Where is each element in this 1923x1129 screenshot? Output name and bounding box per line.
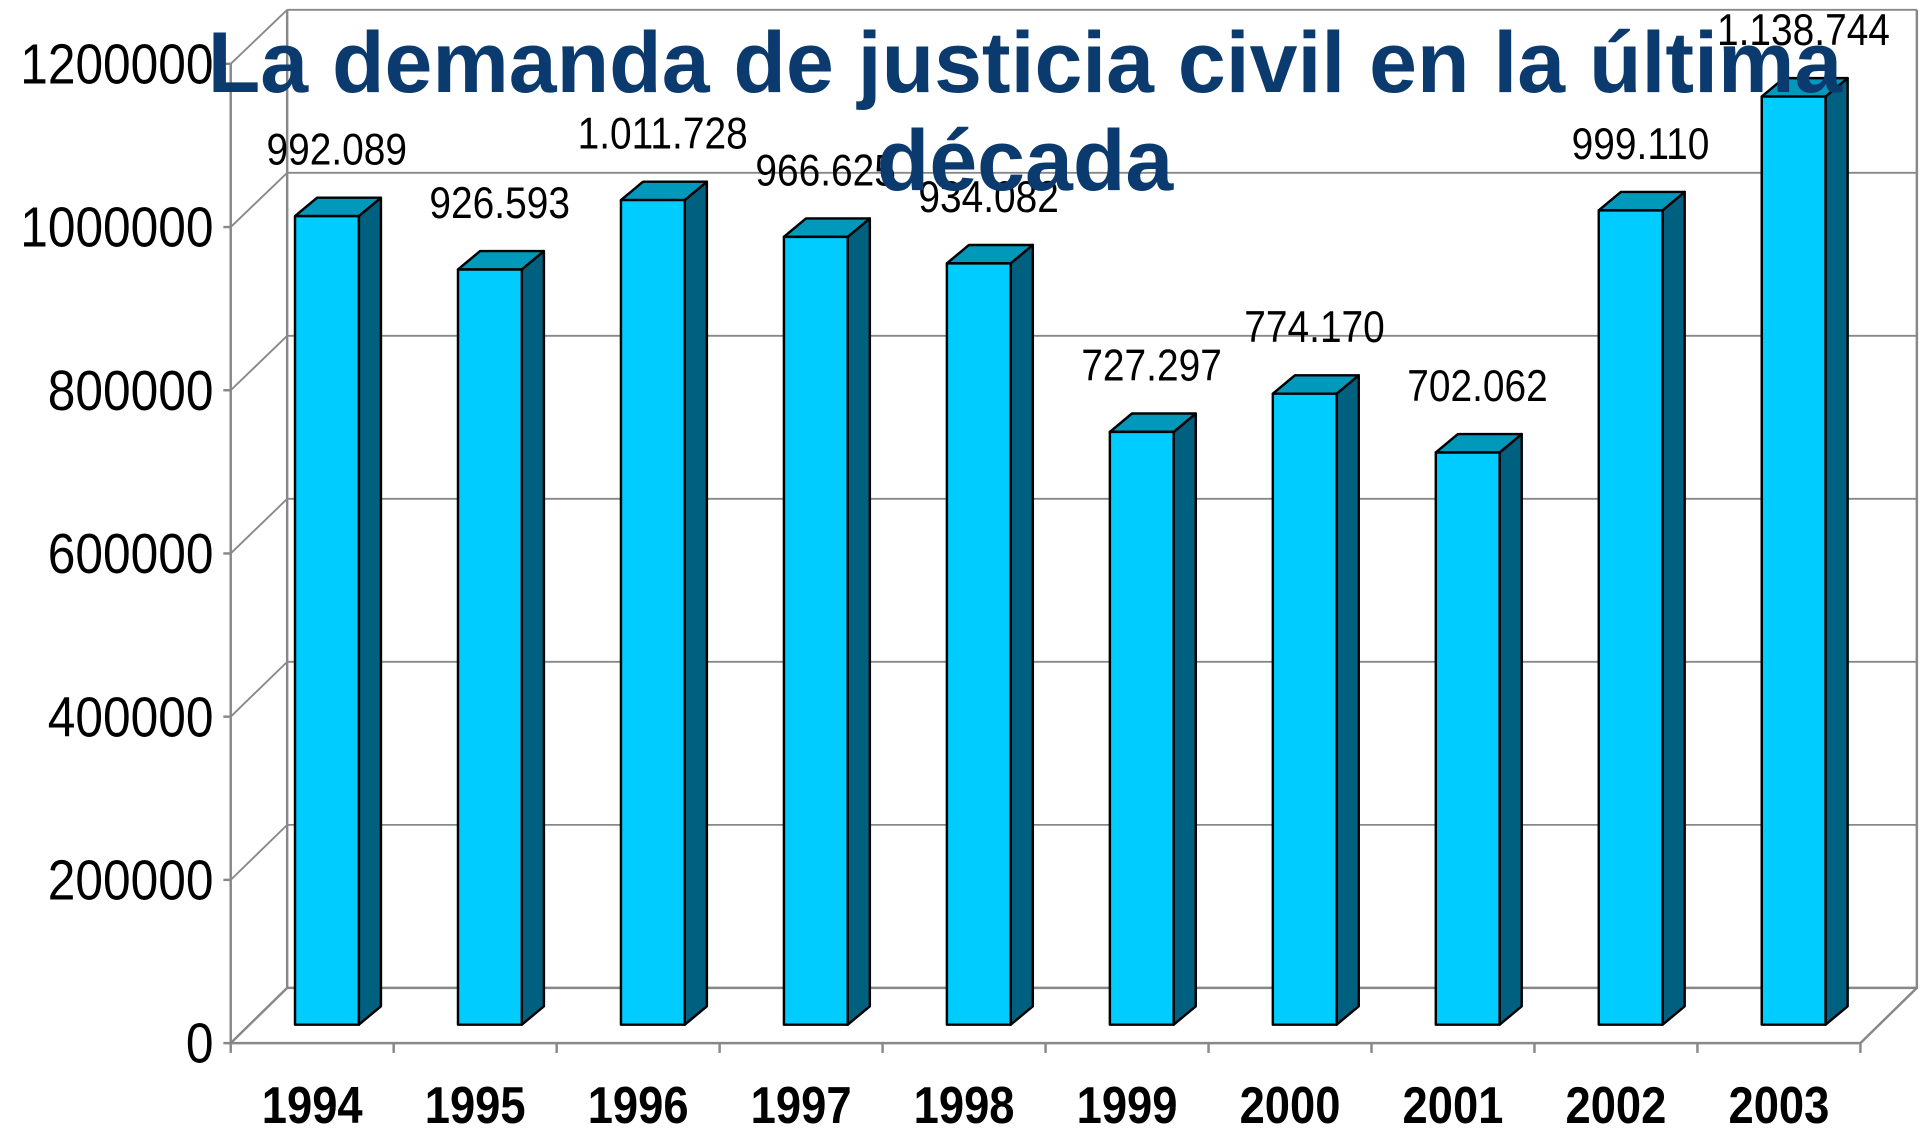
y-tick-label: 1200000 [20, 34, 213, 97]
data-label: 934.082 [918, 171, 1059, 221]
x-tick-label: 1995 [425, 1077, 526, 1129]
y-tick-label: 400000 [48, 686, 214, 749]
y-tick-label: 1000000 [20, 197, 213, 260]
grid-slant [230, 498, 288, 555]
y-tick-label: 800000 [48, 360, 214, 423]
bar-side [683, 180, 709, 1026]
x-tick-label: 2002 [1566, 1077, 1667, 1129]
bar [1108, 430, 1175, 1026]
bar-side [846, 217, 872, 1026]
x-tick-label: 2003 [1728, 1077, 1829, 1129]
grid-slant [230, 824, 288, 881]
bar [293, 214, 361, 1026]
bar [945, 262, 1012, 1026]
bar [1434, 451, 1501, 1026]
data-label: 999.110 [1572, 118, 1710, 168]
bar-side [1661, 190, 1686, 1026]
grid-slant [230, 172, 288, 228]
bar [619, 198, 686, 1026]
bar-side [520, 249, 546, 1026]
y-tick-label: 0 [186, 1013, 214, 1076]
x-tick-label: 1996 [588, 1077, 689, 1129]
y-tick-label: 200000 [48, 850, 214, 913]
x-tick-label: 1994 [262, 1077, 363, 1129]
x-tick-label: 2000 [1240, 1077, 1341, 1129]
data-label: 1.138.744 [1717, 5, 1890, 55]
bar [1760, 95, 1827, 1026]
bar-side [1172, 412, 1197, 1026]
data-label: 926.593 [429, 178, 570, 228]
bar [1597, 209, 1664, 1026]
data-label: 966.625 [755, 145, 896, 195]
x-tick-label: 2001 [1403, 1077, 1504, 1129]
x-tick-label: 1998 [914, 1077, 1015, 1129]
data-label: 774.170 [1244, 302, 1385, 352]
bar-side [1498, 432, 1523, 1026]
x-tick-label: 1999 [1077, 1077, 1178, 1129]
bar-side [1009, 243, 1035, 1026]
bar [1271, 392, 1338, 1026]
grid-slant [230, 987, 288, 1044]
data-label: 992.089 [266, 124, 407, 174]
bar-side [1335, 374, 1360, 1026]
grid-slant [230, 661, 288, 718]
y-tick-label: 600000 [48, 523, 214, 586]
grid-slant [230, 9, 288, 65]
grid-slant [230, 335, 288, 391]
data-label: 702.062 [1407, 361, 1548, 411]
x-tick-label: 1997 [751, 1077, 852, 1129]
bar-side [1824, 76, 1849, 1026]
chart-title: La demanda de justicia civil en la últim… [207, 15, 1843, 209]
bar-side [357, 196, 383, 1026]
bar [456, 268, 524, 1026]
data-label: 1.011.728 [578, 108, 748, 158]
data-label: 727.297 [1081, 340, 1222, 390]
bar [782, 235, 849, 1026]
